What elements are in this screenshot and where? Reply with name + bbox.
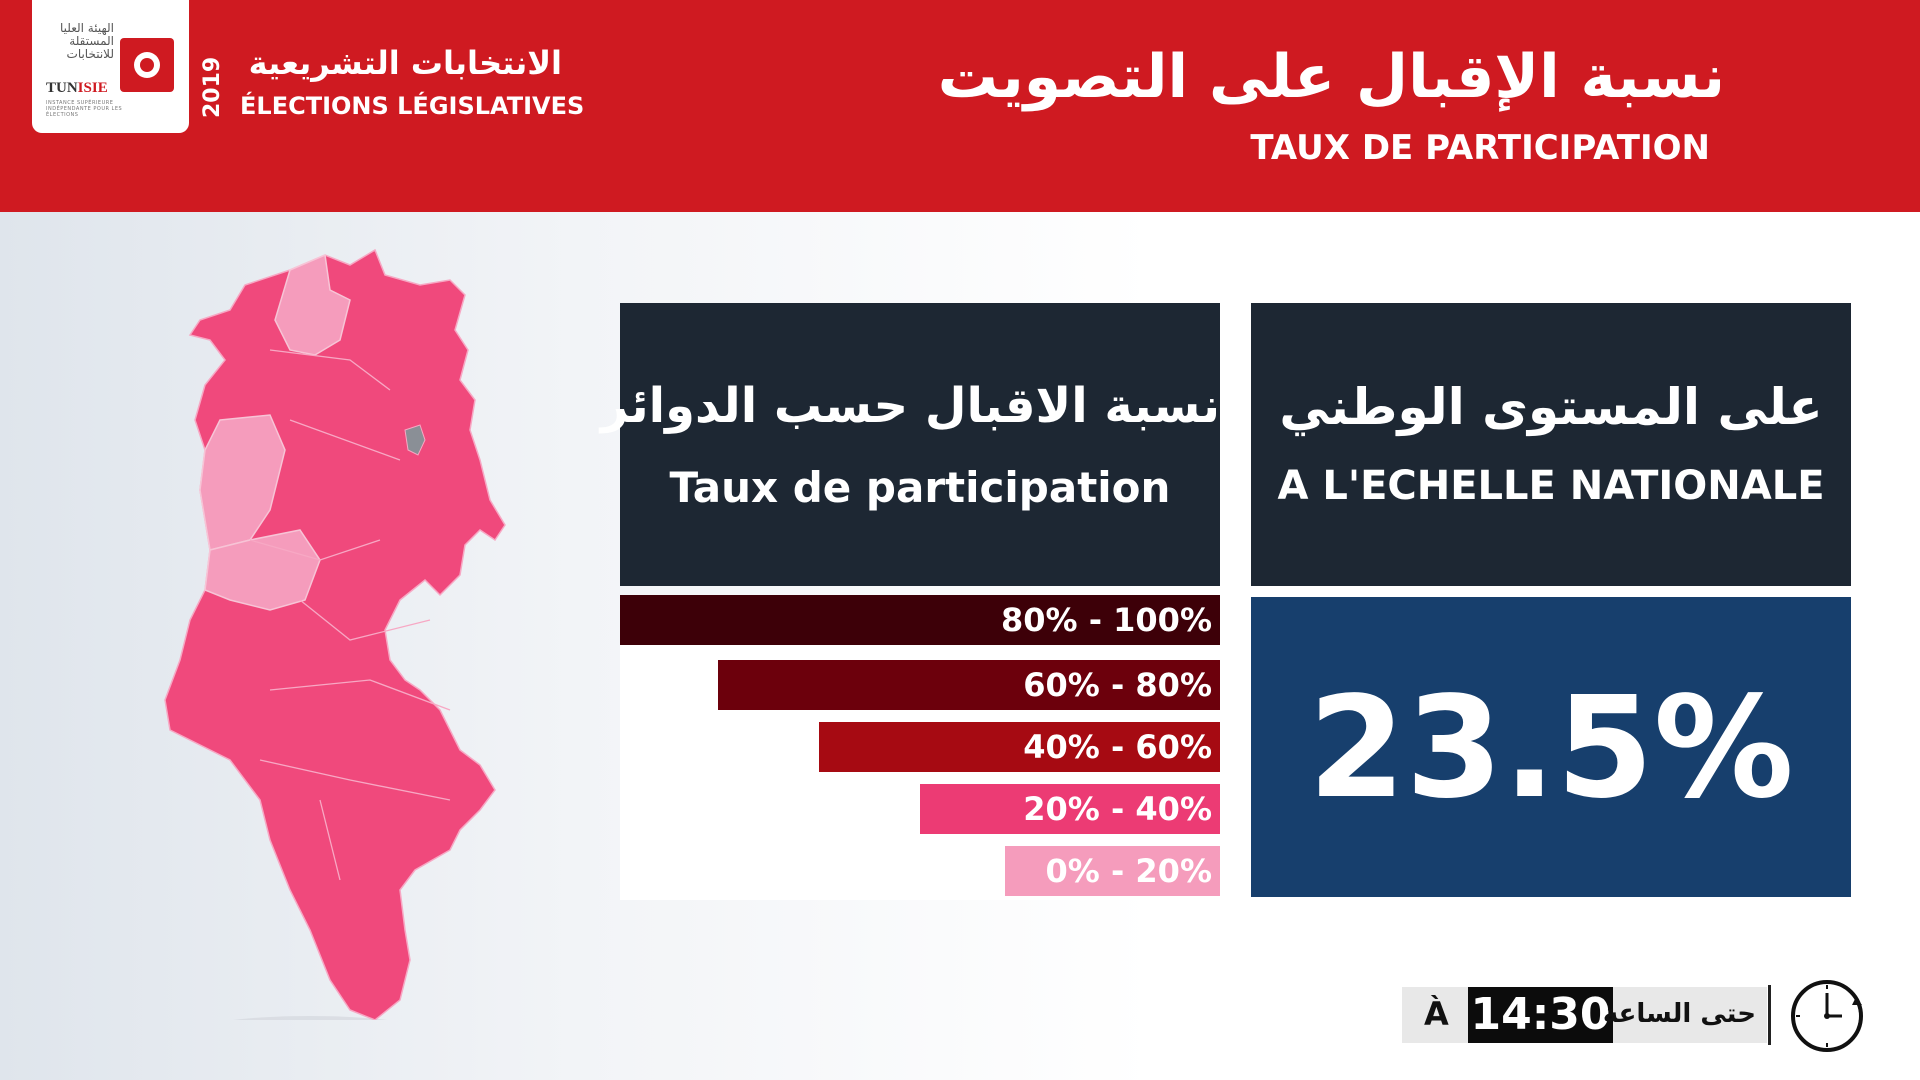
district-title-fr: Taux de participation <box>669 463 1171 512</box>
legend-item-20-40: 20% - 40% <box>920 784 1220 834</box>
legend-item-80-100: 80% - 100% <box>620 595 1220 645</box>
isie-logo: الهيئة العليا المستقلة للانتخابات TUNISI… <box>32 0 189 133</box>
time-prefix: À <box>1424 995 1449 1033</box>
national-title-fr: A L'ECHELLE NATIONALE <box>1277 463 1825 509</box>
time-indicator: À 14:30 حتى الساعة <box>1402 975 1880 1055</box>
page-title-ar: نسبة الإقبال على التصويت <box>937 42 1725 112</box>
election-year: 2019 <box>200 56 225 118</box>
tunisia-flag-icon <box>120 38 174 92</box>
district-title-ar: نسبة الاقبال حسب الدوائر <box>600 378 1220 434</box>
national-turnout-value: 23.5% <box>1308 667 1794 830</box>
time-separator <box>1768 985 1771 1045</box>
page-title-fr: TAUX DE PARTICIPATION <box>1250 128 1710 168</box>
legend-item-0-20: 0% - 20% <box>1005 846 1220 896</box>
time-label-ar: حتى الساعة <box>1602 999 1756 1029</box>
national-turnout-value-box: 23.5% <box>1251 597 1851 897</box>
national-title-ar: على المستوى الوطني <box>1279 378 1823 436</box>
map-region-main <box>164 248 506 1021</box>
district-turnout-panel: نسبة الاقبال حسب الدوائر Taux de partici… <box>600 303 1220 586</box>
logo-name: TUNISIE <box>46 80 108 96</box>
election-title-ar: الانتخابات التشريعية <box>248 44 562 82</box>
map-region-light-north <box>274 253 351 356</box>
tunisia-turnout-map <box>150 240 550 1044</box>
header-banner: الهيئة العليا المستقلة للانتخابات TUNISI… <box>0 0 1920 212</box>
logo-tagline: INSTANCE SUPÉRIEURE INDÉPENDANTE POUR LE… <box>46 100 123 118</box>
national-turnout-panel: على المستوى الوطني A L'ECHELLE NATIONALE <box>1251 303 1851 586</box>
map-region-light-south <box>204 529 321 611</box>
logo-arabic-text: الهيئة العليا المستقلة للانتخابات <box>59 21 114 61</box>
election-title-fr: ÉLECTIONS LÉGISLATIVES <box>240 92 585 120</box>
legend-item-60-80: 60% - 80% <box>718 660 1220 710</box>
clock-icon <box>1786 975 1868 1057</box>
time-value: 14:30 <box>1468 987 1613 1043</box>
legend-item-40-60: 40% - 60% <box>819 722 1220 772</box>
map-region-gray <box>404 424 426 456</box>
time-strip: À 14:30 حتى الساعة <box>1402 987 1767 1043</box>
